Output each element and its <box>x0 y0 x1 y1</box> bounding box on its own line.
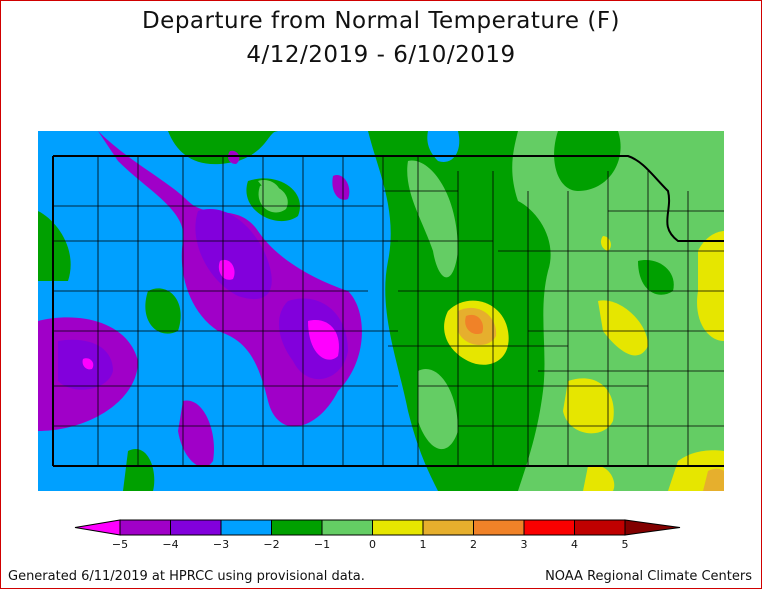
map-title: Departure from Normal Temperature (F) <box>141 8 621 34</box>
legend-bin <box>624 519 681 536</box>
legend-bin <box>473 519 525 536</box>
region-yellow <box>600 236 611 251</box>
region-purple <box>332 175 350 200</box>
legend-bin <box>321 519 373 536</box>
region-magenta <box>82 358 94 370</box>
legend-bin <box>170 519 222 536</box>
legend-bin <box>119 519 171 536</box>
legend-tick-label: −2 <box>263 538 279 551</box>
legend-tick-label: −5 <box>112 538 128 551</box>
legend-tick-label: 1 <box>420 538 427 551</box>
temperature-departure-map <box>38 131 724 491</box>
region-yellow <box>697 231 724 341</box>
footer-source: NOAA Regional Climate Centers <box>545 569 752 584</box>
legend-bin <box>74 519 121 536</box>
legend-tick-label: −3 <box>213 538 229 551</box>
date-range: 4/12/2019 - 6/10/2019 <box>246 42 516 68</box>
footer-generated: Generated 6/11/2019 at HPRCC using provi… <box>8 569 365 584</box>
region-yellow <box>563 378 614 434</box>
legend-tick-label: 3 <box>521 538 528 551</box>
region-lightgreen-mid <box>407 160 458 278</box>
legend-bin <box>574 519 626 536</box>
region-green-blob <box>145 288 181 334</box>
legend-bin <box>220 519 272 536</box>
region-magenta <box>308 320 339 360</box>
legend-bin <box>372 519 424 536</box>
color-legend: −5 −4 −3 −2 −1 0 1 2 3 4 5 <box>74 519 681 551</box>
legend-tick-label: 2 <box>470 538 477 551</box>
legend-bin <box>422 519 474 536</box>
region-purple <box>178 400 214 467</box>
region-lightgreen-mid <box>418 369 458 450</box>
region-lightgreen-mid <box>258 180 282 206</box>
region-purple <box>228 150 240 164</box>
region-yellow <box>598 300 648 356</box>
state-boundary <box>52 155 724 467</box>
region-blue <box>427 131 460 162</box>
region-green-blob <box>123 449 155 491</box>
legend-tick-label: 0 <box>369 538 376 551</box>
legend-bin <box>523 519 575 536</box>
region-green-east <box>638 260 674 295</box>
legend-tick-label: −4 <box>162 538 178 551</box>
legend-tick-label: −1 <box>314 538 330 551</box>
region-yellow <box>583 465 615 491</box>
legend-tick-label: 5 <box>622 538 629 551</box>
region-green-blob <box>38 211 71 281</box>
region-orange-light <box>703 468 724 491</box>
region-purple-dark <box>195 209 272 300</box>
legend-bin <box>271 519 323 536</box>
region-orange <box>465 314 484 335</box>
legend-tick-label: 4 <box>571 538 578 551</box>
region-green-east <box>554 131 621 191</box>
